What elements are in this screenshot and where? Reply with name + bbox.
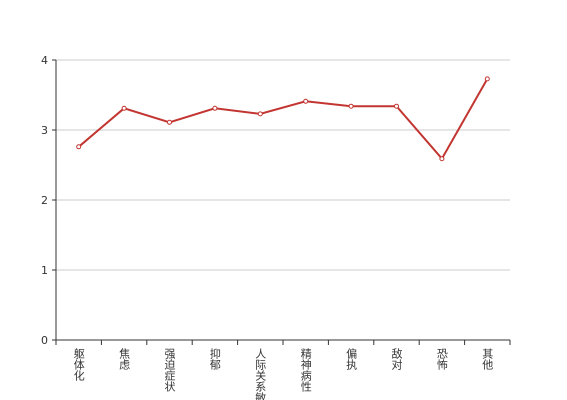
x-tick-label: 其他 [481,348,494,370]
point [121,105,127,111]
point [348,103,354,109]
y-tick-label: 1 [41,264,48,277]
point [394,103,399,109]
x-tick-label: 恐怖 [435,348,448,370]
x-tick-label: 躯体化 [72,348,85,382]
x-tick-label: 焦虑 [118,348,131,370]
point [167,119,172,125]
point [76,144,82,150]
line [78,78,489,161]
x-tick-label: 抑郁 [208,347,221,370]
x-tick-label: 强迫症状 [163,348,176,392]
y-tick-label: 0 [41,334,48,347]
point [212,105,218,111]
point [303,98,309,104]
y-tick-label: 3 [41,124,48,137]
y-tick-label: 2 [41,194,48,207]
x-tick-label: 人际关系敏感 [254,348,267,400]
point [439,156,445,162]
x-tick-label: 敌对 [390,347,403,370]
y-tick-label: 4 [41,54,48,67]
x-tick-label: 偏执 [345,347,358,371]
point [484,76,490,82]
x-tick-label: 精神病性 [299,348,312,393]
point [257,111,263,117]
